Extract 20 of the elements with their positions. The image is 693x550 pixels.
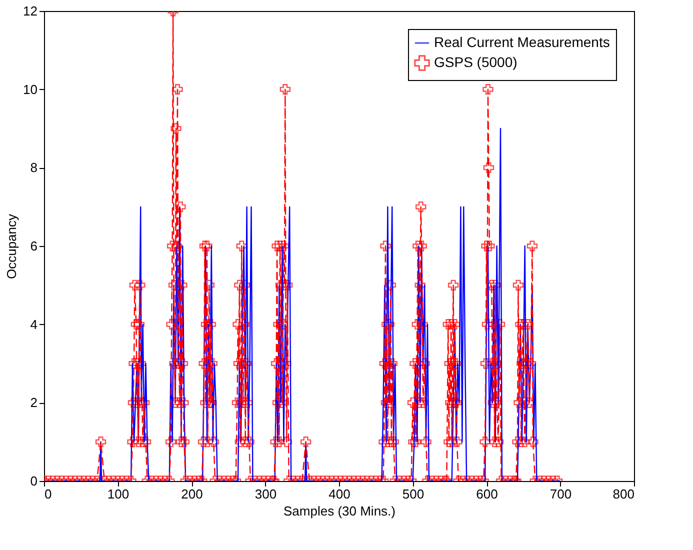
x-tick-label: 0 bbox=[44, 486, 52, 502]
x-tick-label: 400 bbox=[328, 486, 350, 502]
x-tick-label: 500 bbox=[402, 486, 424, 502]
y-tick-label: 12 bbox=[23, 4, 38, 18]
legend-label: Real Current Measurements bbox=[434, 34, 610, 50]
x-tick-label: 200 bbox=[181, 486, 203, 502]
y-tick-label: 0 bbox=[30, 474, 38, 488]
y-tick-label: 6 bbox=[30, 238, 38, 254]
y-tick-label: 8 bbox=[30, 160, 38, 176]
y-tick-label: 4 bbox=[30, 316, 38, 332]
y-axis-title: Occupancy bbox=[4, 213, 20, 280]
legend-label: GSPS (5000) bbox=[434, 54, 518, 70]
x-axis-title: Samples (30 Mins.) bbox=[284, 504, 396, 518]
x-tick-label: 800 bbox=[612, 486, 634, 502]
x-tick-label: 300 bbox=[254, 486, 277, 502]
x-tick-label: 700 bbox=[550, 486, 572, 502]
x-tick-label: 100 bbox=[107, 486, 130, 502]
x-tick-label: 600 bbox=[476, 486, 498, 502]
y-tick-label: 10 bbox=[23, 82, 38, 97]
y-tick-label: 2 bbox=[30, 395, 38, 410]
